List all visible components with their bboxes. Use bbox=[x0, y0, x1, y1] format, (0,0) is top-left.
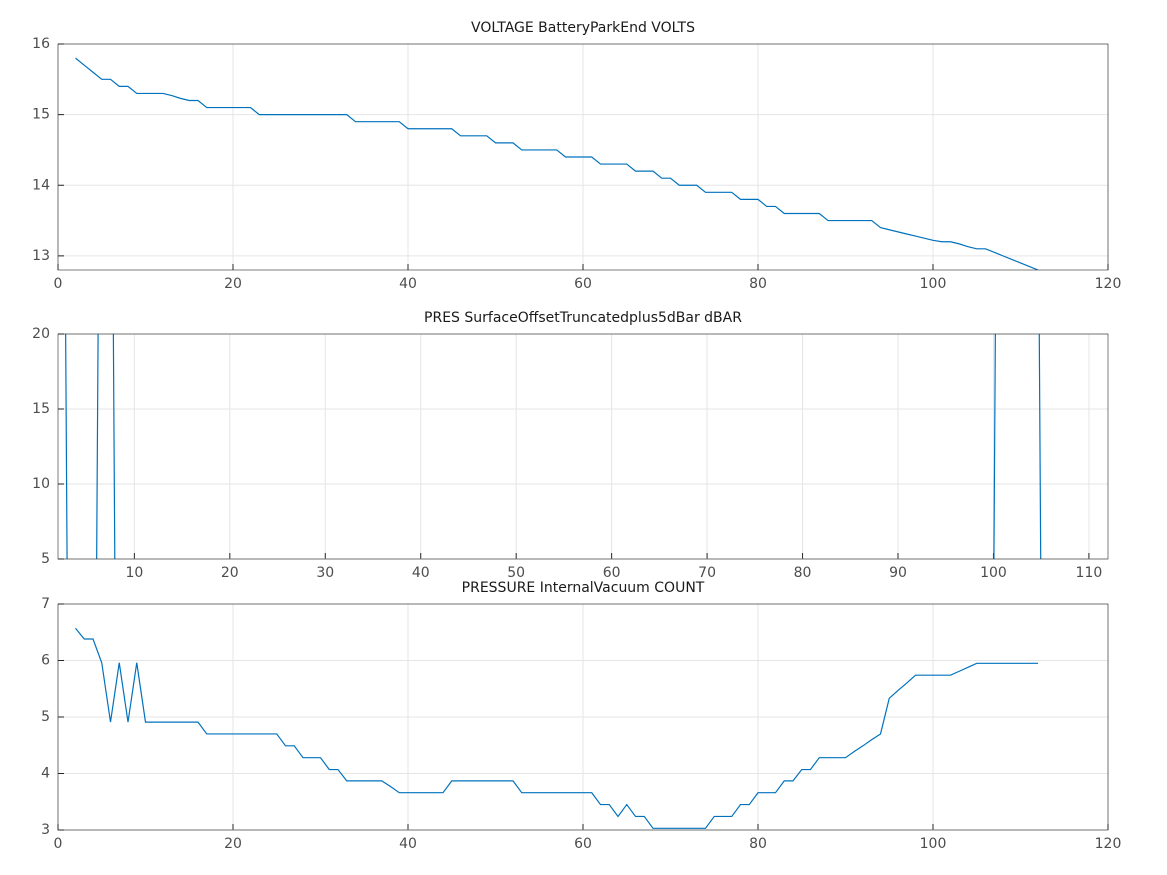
x-tick-label: 60 bbox=[574, 276, 592, 292]
x-tick-label: 20 bbox=[221, 565, 239, 581]
y-tick-label: 10 bbox=[32, 476, 50, 492]
y-tick-label: 13 bbox=[32, 248, 50, 264]
y-tick-label: 5 bbox=[41, 551, 50, 567]
axes-box bbox=[57, 333, 1109, 560]
y-tick-label: 15 bbox=[32, 401, 50, 417]
x-tick-label: 100 bbox=[980, 565, 1007, 581]
x-tick-label: 20 bbox=[224, 276, 242, 292]
plot-content bbox=[75, 57, 1039, 270]
y-tick-label: 14 bbox=[32, 177, 50, 193]
y-tick-label: 6 bbox=[41, 653, 50, 669]
x-tick-label: 80 bbox=[749, 276, 767, 292]
x-tick-label: 100 bbox=[920, 276, 947, 292]
y-tick-label: 15 bbox=[32, 107, 50, 123]
x-tick-label: 20 bbox=[224, 836, 242, 852]
y-tick-label: 4 bbox=[41, 766, 50, 782]
y-tick-label: 16 bbox=[32, 36, 50, 52]
y-tick-label: 7 bbox=[41, 596, 50, 612]
x-tick-label: 40 bbox=[399, 276, 417, 292]
x-tick-label: 60 bbox=[574, 836, 592, 852]
chart-title: PRES SurfaceOffsetTruncatedplus5dBar dBA… bbox=[424, 310, 742, 326]
y-tick-label: 20 bbox=[32, 326, 50, 342]
x-tick-label: 10 bbox=[125, 565, 143, 581]
chart-title: PRESSURE InternalVacuum COUNT bbox=[462, 580, 705, 596]
plot-content bbox=[75, 627, 1038, 829]
x-tick-label: 90 bbox=[889, 565, 907, 581]
x-tick-label: 80 bbox=[794, 565, 812, 581]
x-tick-label: 0 bbox=[54, 836, 63, 852]
x-tick-label: 30 bbox=[316, 565, 334, 581]
x-tick-label: 50 bbox=[507, 565, 525, 581]
y-tick-label: 5 bbox=[41, 709, 50, 725]
x-tick-label: 60 bbox=[603, 565, 621, 581]
data-line bbox=[75, 627, 1038, 829]
plot-area bbox=[58, 334, 1108, 559]
x-tick-label: 70 bbox=[698, 565, 716, 581]
axes-box bbox=[57, 43, 1109, 271]
chart-title: VOLTAGE BatteryParkEnd VOLTS bbox=[471, 20, 695, 36]
x-tick-label: 120 bbox=[1095, 276, 1122, 292]
x-tick-label: 80 bbox=[749, 836, 767, 852]
data-line bbox=[75, 57, 1039, 270]
x-tick-label: 100 bbox=[920, 836, 947, 852]
axes-box bbox=[57, 603, 1109, 831]
x-tick-label: 0 bbox=[54, 276, 63, 292]
x-tick-label: 40 bbox=[412, 565, 430, 581]
x-tick-label: 120 bbox=[1095, 836, 1122, 852]
y-tick-label: 3 bbox=[41, 822, 50, 838]
x-tick-label: 40 bbox=[399, 836, 417, 852]
x-tick-label: 110 bbox=[1076, 565, 1103, 581]
